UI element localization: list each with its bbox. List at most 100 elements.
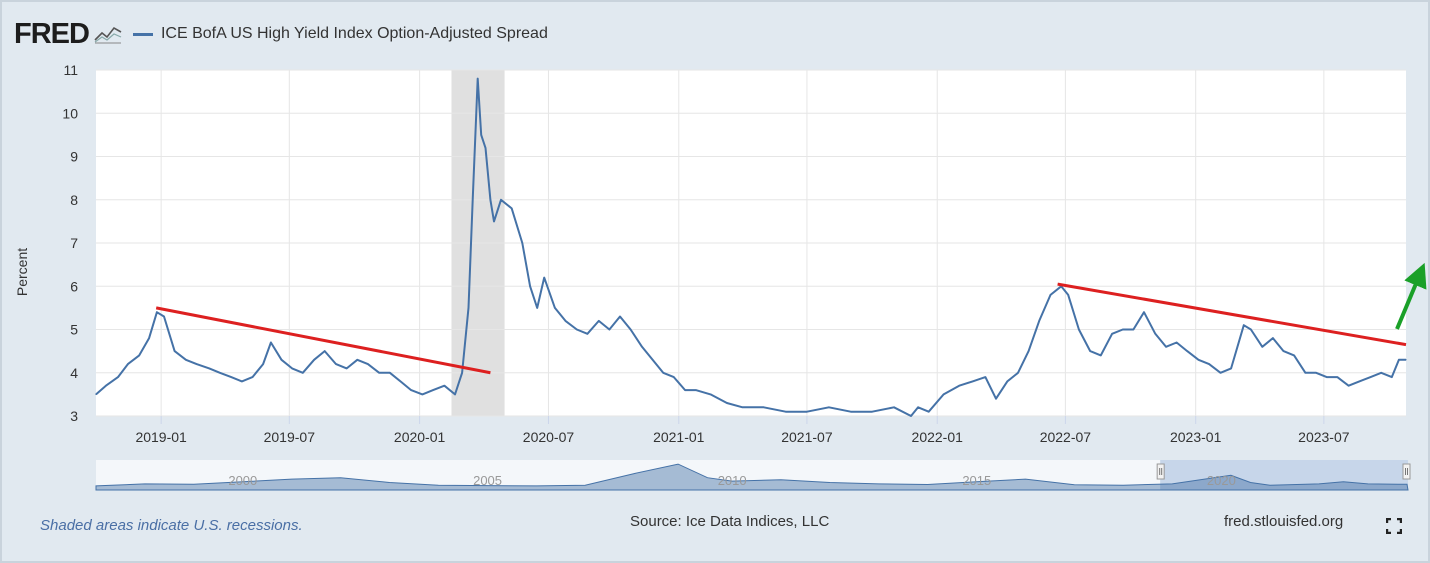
- data-point: [1038, 320, 1040, 322]
- data-point: [995, 398, 997, 400]
- data-point: [1078, 328, 1080, 331]
- x-tick-label: 2019-01: [135, 429, 187, 445]
- data-point: [763, 406, 765, 408]
- data-point: [586, 333, 589, 335]
- data-point: [280, 359, 283, 361]
- data-point: [208, 367, 210, 370]
- data-point: [928, 411, 930, 413]
- data-point: [554, 307, 556, 309]
- fred-logo[interactable]: FRED: [14, 17, 90, 50]
- data-point: [291, 367, 293, 370]
- navigator-handle[interactable]: [1402, 463, 1411, 480]
- data-point: [1100, 354, 1102, 357]
- data-point: [1049, 294, 1052, 296]
- data-point: [1165, 346, 1167, 348]
- data-point: [302, 372, 304, 374]
- data-point: [1067, 294, 1069, 296]
- data-point: [710, 393, 712, 395]
- legend-swatch: [132, 32, 153, 36]
- site-link[interactable]: fred.stlouisfed.org: [1224, 513, 1344, 530]
- data-point: [1089, 350, 1091, 352]
- data-point: [138, 354, 140, 357]
- data-point: [871, 411, 873, 413]
- data-point: [1315, 372, 1317, 374]
- data-point: [511, 207, 513, 209]
- data-point: [662, 372, 664, 374]
- data-point: [1175, 341, 1178, 344]
- data-point: [576, 328, 578, 331]
- navigator-tick-label: 2005: [473, 473, 502, 488]
- data-point: [1230, 367, 1232, 370]
- data-point: [1304, 372, 1307, 374]
- legend-series-label: ICE BofA US High Yield Index Option-Adju…: [160, 25, 548, 42]
- data-point: [1208, 363, 1210, 365]
- data-point: [156, 311, 158, 313]
- data-point: [480, 134, 482, 136]
- data-point: [630, 328, 632, 331]
- data-point: [984, 376, 986, 378]
- data-point: [564, 320, 567, 322]
- data-point: [1282, 350, 1285, 352]
- data-point: [1405, 359, 1407, 361]
- data-point: [958, 385, 960, 387]
- data-point: [651, 359, 654, 361]
- data-point: [410, 389, 412, 391]
- navigator-series: [95, 463, 1409, 491]
- chart-svg[interactable]: 3 4 5 6 7 8 9 10 11 2019-01 2019-07 2020-01 2020-07 2…: [2, 2, 1428, 502]
- y-tick-label: 3: [70, 408, 78, 424]
- data-point: [1197, 359, 1200, 361]
- data-point: [726, 402, 728, 404]
- data-point: [1243, 324, 1245, 326]
- y-tick-label: 4: [70, 365, 78, 381]
- data-point: [241, 380, 243, 382]
- data-point: [1154, 333, 1156, 335]
- y-tick-label: 9: [70, 149, 78, 165]
- data-point: [893, 406, 895, 408]
- data-point: [1348, 385, 1350, 387]
- navigator-tick-label: 2000: [228, 473, 257, 488]
- x-tick-label: 2023-07: [1298, 429, 1350, 445]
- chart-header: FRED ICE BofA US High Yield Index Option…: [14, 16, 548, 52]
- y-tick-label: 11: [63, 62, 78, 78]
- data-point: [95, 393, 97, 395]
- data-point: [493, 220, 495, 222]
- data-point: [536, 307, 538, 309]
- data-point: [1398, 359, 1400, 361]
- data-point: [1186, 350, 1188, 352]
- data-point: [741, 406, 744, 408]
- data-point: [529, 285, 531, 287]
- navigator-tick-label: 2010: [718, 473, 747, 488]
- trendline: [155, 306, 491, 375]
- navigator-handle[interactable]: [1156, 463, 1165, 480]
- y-tick-label: 10: [62, 105, 78, 121]
- data-point: [219, 372, 221, 374]
- data-point: [1017, 372, 1019, 374]
- recession-note: Shaded areas indicate U.S. recessions.: [40, 517, 303, 534]
- data-point: [262, 363, 264, 365]
- data-point: [454, 393, 456, 395]
- y-tick-label: 5: [70, 322, 78, 338]
- data-point: [1122, 328, 1124, 331]
- data-point: [1380, 372, 1382, 374]
- source-text: Source: Ice Data Indices, LLC: [630, 513, 830, 530]
- data-point: [421, 393, 424, 395]
- data-point: [324, 350, 326, 352]
- data-point: [1143, 311, 1145, 313]
- data-point: [641, 346, 643, 348]
- data-point: [695, 389, 697, 391]
- fullscreen-icon[interactable]: [1386, 518, 1402, 534]
- data-point: [467, 307, 470, 309]
- data-point: [335, 363, 337, 365]
- data-point: [1293, 354, 1295, 357]
- data-point: [910, 415, 912, 417]
- data-point: [543, 277, 545, 279]
- data-point: [1132, 328, 1134, 331]
- data-point: [673, 376, 675, 378]
- data-point: [828, 406, 830, 408]
- data-point: [251, 376, 254, 378]
- data-point: [785, 411, 787, 413]
- x-tick-label: 2022-07: [1040, 429, 1092, 445]
- data-point: [1219, 372, 1222, 374]
- data-point: [270, 341, 272, 344]
